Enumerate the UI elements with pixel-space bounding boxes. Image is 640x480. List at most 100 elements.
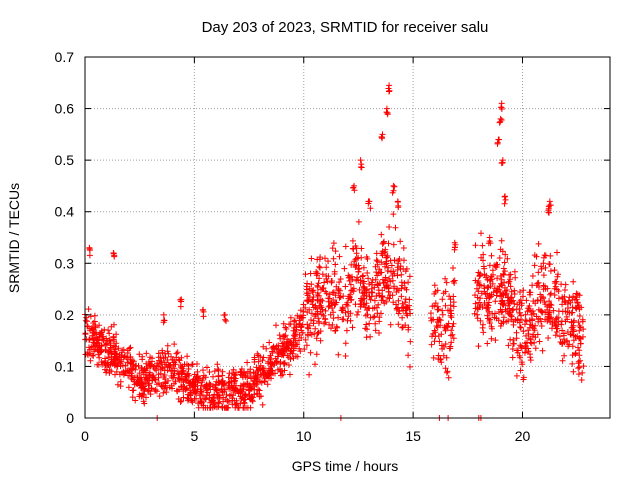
data-point <box>558 321 565 328</box>
data-point <box>501 200 508 207</box>
data-point <box>106 354 113 360</box>
data-point <box>472 242 479 249</box>
data-point <box>378 269 385 276</box>
data-point <box>356 286 363 293</box>
x-tick-label: 5 <box>190 428 198 444</box>
data-point <box>499 308 506 315</box>
data-point <box>135 377 142 384</box>
data-point <box>475 288 482 295</box>
data-point <box>88 325 95 332</box>
data-point <box>555 271 561 278</box>
data-point <box>405 352 412 359</box>
data-point <box>505 302 511 309</box>
data-point <box>499 159 506 166</box>
data-point <box>391 270 398 277</box>
data-point <box>496 283 503 290</box>
data-point <box>178 375 185 382</box>
data-point <box>511 268 518 275</box>
data-point <box>376 330 382 336</box>
data-point <box>254 350 261 357</box>
data-point <box>116 351 123 358</box>
data-point <box>280 333 287 340</box>
data-point <box>433 323 440 329</box>
data-point <box>386 224 393 230</box>
data-point <box>337 276 344 282</box>
data-point <box>183 386 189 392</box>
data-point <box>350 288 357 295</box>
data-point <box>296 320 303 327</box>
data-point <box>106 370 113 376</box>
data-point <box>544 318 551 325</box>
data-point <box>542 285 549 292</box>
data-point <box>342 283 349 290</box>
data-point <box>450 299 457 306</box>
data-point <box>112 371 118 378</box>
data-point <box>570 293 577 300</box>
data-point <box>507 276 514 283</box>
data-point <box>146 387 152 394</box>
x-tick-labels: 0 5 10 15 20 <box>81 428 530 444</box>
data-point <box>403 286 410 293</box>
data-point <box>284 336 291 343</box>
data-point <box>111 253 118 260</box>
data-point <box>308 317 314 323</box>
data-point <box>490 271 496 278</box>
data-point <box>545 335 552 341</box>
data-point <box>125 384 132 391</box>
data-point <box>190 376 197 383</box>
data-point <box>291 332 297 339</box>
data-point <box>259 401 266 408</box>
data-point <box>580 363 587 370</box>
data-point <box>493 261 500 268</box>
data-point <box>157 361 164 368</box>
data-point <box>509 354 516 361</box>
data-point <box>406 273 413 280</box>
data-point <box>448 339 455 346</box>
data-point <box>132 366 139 373</box>
data-point <box>314 308 321 315</box>
data-point <box>359 296 366 303</box>
data-point <box>449 323 456 330</box>
data-point <box>395 287 402 294</box>
data-point <box>383 298 390 305</box>
data-point <box>260 372 267 379</box>
data-point <box>440 352 447 359</box>
data-point <box>215 367 222 374</box>
data-point <box>450 320 457 327</box>
data-point <box>281 367 288 374</box>
data-point <box>179 370 186 377</box>
data-point <box>128 365 135 371</box>
data-point <box>317 328 324 335</box>
data-point <box>450 278 457 285</box>
data-point <box>501 268 508 275</box>
data-point <box>366 293 373 300</box>
data-point <box>108 350 115 357</box>
data-point <box>576 327 583 334</box>
data-point <box>399 324 406 331</box>
data-point <box>439 307 446 314</box>
data-point <box>570 368 577 375</box>
data-point <box>402 299 409 306</box>
data-point <box>258 393 264 400</box>
data-point <box>492 310 498 317</box>
data-point <box>340 293 347 300</box>
data-point <box>562 299 569 306</box>
data-point <box>329 321 336 328</box>
data-point <box>570 319 577 326</box>
data-point <box>538 265 545 272</box>
data-point <box>287 321 294 327</box>
data-point <box>507 283 514 290</box>
data-point <box>500 271 507 278</box>
data-point <box>299 321 306 328</box>
data-point <box>406 296 413 303</box>
data-point <box>274 358 280 365</box>
data-point <box>540 272 547 279</box>
data-point <box>314 290 321 296</box>
data-point <box>495 317 502 324</box>
data-point <box>472 277 479 284</box>
data-point <box>215 373 222 380</box>
data-point <box>221 388 228 395</box>
data-point <box>371 313 378 320</box>
data-point <box>90 352 97 359</box>
